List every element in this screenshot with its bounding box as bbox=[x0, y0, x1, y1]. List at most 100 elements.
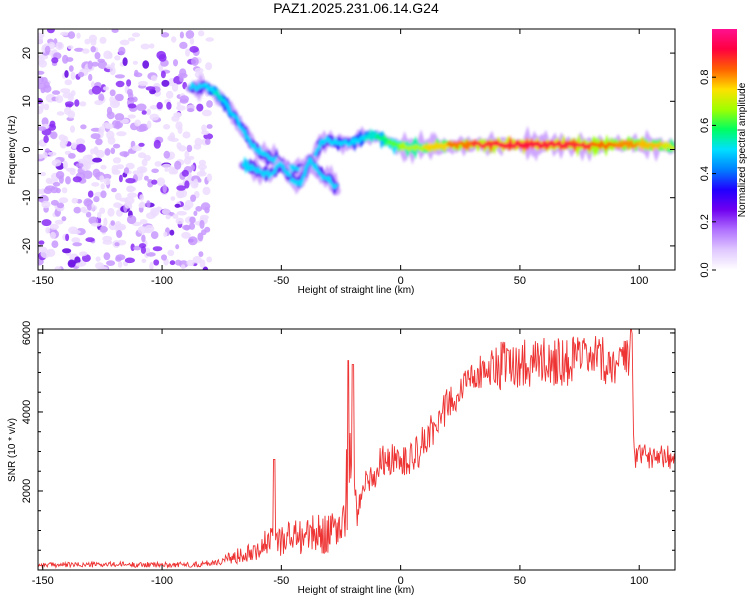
noise-blob bbox=[198, 30, 205, 37]
noise-blob bbox=[64, 70, 69, 78]
noise-blob bbox=[186, 259, 195, 267]
noise-blob bbox=[178, 189, 188, 198]
noise-blob bbox=[67, 31, 76, 39]
noise-blob bbox=[93, 196, 100, 203]
noise-blob bbox=[163, 231, 168, 238]
colorbar-tick-label: 0.2 bbox=[699, 214, 711, 229]
noise-blob bbox=[197, 232, 204, 242]
noise-blob bbox=[151, 168, 159, 174]
noise-blob bbox=[138, 80, 148, 87]
noise-blob bbox=[45, 177, 53, 184]
colorbar-tick-label: 0.0 bbox=[699, 262, 711, 277]
noise-blob bbox=[185, 30, 195, 39]
secondary-ridge-segment bbox=[241, 156, 254, 175]
secondary-ridge-segment bbox=[250, 165, 264, 175]
noise-blob bbox=[111, 29, 119, 33]
noise-blob bbox=[201, 124, 207, 132]
ridge-segment bbox=[317, 135, 330, 149]
noise-blob bbox=[169, 260, 176, 266]
noise-blob bbox=[119, 39, 130, 46]
noise-blob bbox=[50, 199, 59, 206]
noise-blob bbox=[161, 79, 170, 87]
noise-blob bbox=[114, 224, 121, 232]
noise-blob bbox=[206, 256, 213, 263]
noise-blob bbox=[165, 214, 171, 220]
noise-blob bbox=[176, 105, 186, 111]
snr-plot-area bbox=[38, 329, 675, 570]
noise-blob bbox=[141, 234, 146, 243]
noise-blob bbox=[68, 65, 74, 72]
noise-blob bbox=[92, 168, 101, 178]
noise-blob bbox=[38, 105, 44, 115]
noise-blob bbox=[106, 130, 115, 140]
secondary-ridge-segment bbox=[308, 156, 321, 174]
noise-blob bbox=[173, 59, 178, 67]
noise-blob bbox=[189, 216, 196, 224]
noise-blob bbox=[138, 142, 145, 147]
noise-blob bbox=[138, 243, 147, 249]
noise-blob bbox=[153, 259, 160, 266]
noise-blob bbox=[70, 71, 76, 81]
noise-blob bbox=[156, 101, 163, 110]
noise-blob bbox=[180, 264, 186, 270]
ridge-segment bbox=[250, 142, 264, 156]
spectrogram-y-tick-label: 20 bbox=[21, 47, 33, 59]
noise-blob bbox=[149, 113, 160, 121]
noise-blob bbox=[50, 186, 59, 194]
noise-blob bbox=[76, 32, 81, 39]
secondary-ridge-segment bbox=[270, 161, 283, 177]
spectrogram-x-tick-label: 100 bbox=[630, 275, 648, 287]
noise-blob bbox=[195, 206, 203, 212]
noise-blob bbox=[190, 164, 196, 171]
noise-blob bbox=[127, 114, 136, 119]
noise-blob bbox=[111, 169, 121, 175]
noise-blob bbox=[199, 214, 209, 220]
noise-blob bbox=[114, 74, 125, 79]
noise-blob bbox=[47, 151, 57, 156]
noise-blob bbox=[172, 213, 179, 219]
noise-blob bbox=[86, 203, 92, 211]
noise-blob bbox=[62, 248, 72, 254]
spectrogram-x-tick-label: -150 bbox=[32, 275, 54, 287]
noise-blob bbox=[60, 31, 70, 36]
noise-blob bbox=[55, 41, 64, 51]
colorbar-gradient bbox=[712, 29, 737, 270]
noise-blob bbox=[41, 200, 51, 209]
spectrogram-y-tick-label: -10 bbox=[21, 190, 33, 206]
ridge-segment bbox=[637, 136, 664, 152]
noise-blob bbox=[40, 249, 51, 259]
noise-blob bbox=[65, 57, 74, 62]
noise-blob bbox=[139, 166, 146, 174]
noise-blob bbox=[124, 257, 135, 264]
noise-blob bbox=[54, 219, 64, 225]
noise-blob bbox=[175, 244, 180, 250]
noise-blob bbox=[99, 36, 107, 44]
noise-blob bbox=[85, 211, 92, 218]
spectrogram-x-tick-label: 0 bbox=[398, 275, 404, 287]
noise-blob bbox=[118, 46, 126, 56]
noise-blob bbox=[179, 31, 184, 39]
noise-blob bbox=[56, 111, 65, 116]
noise-blob bbox=[149, 261, 154, 270]
secondary-ridge-segment bbox=[327, 175, 338, 190]
noise-blob bbox=[182, 224, 191, 231]
noise-blob bbox=[189, 46, 199, 53]
snr-y-tick-label: 2000 bbox=[21, 479, 33, 503]
snr-series-line bbox=[38, 329, 675, 569]
noise-blob bbox=[87, 60, 93, 70]
noise-blob bbox=[206, 100, 213, 108]
secondary-ridge-segment bbox=[317, 172, 330, 182]
noise-blob bbox=[185, 48, 190, 57]
spectrogram-x-label: Height of straight line (km) bbox=[298, 285, 415, 296]
noise-blob bbox=[197, 178, 202, 183]
chart-title: PAZ1.2025.231.06.14.G24 bbox=[273, 0, 439, 16]
noise-blob bbox=[199, 167, 205, 176]
noise-blob bbox=[152, 246, 163, 252]
noise-blob bbox=[169, 229, 175, 236]
ridge-core bbox=[471, 142, 592, 148]
noise-blob bbox=[91, 182, 100, 187]
ridge-segment bbox=[422, 140, 450, 154]
noise-blob bbox=[91, 222, 102, 227]
noise-blob bbox=[123, 152, 128, 158]
